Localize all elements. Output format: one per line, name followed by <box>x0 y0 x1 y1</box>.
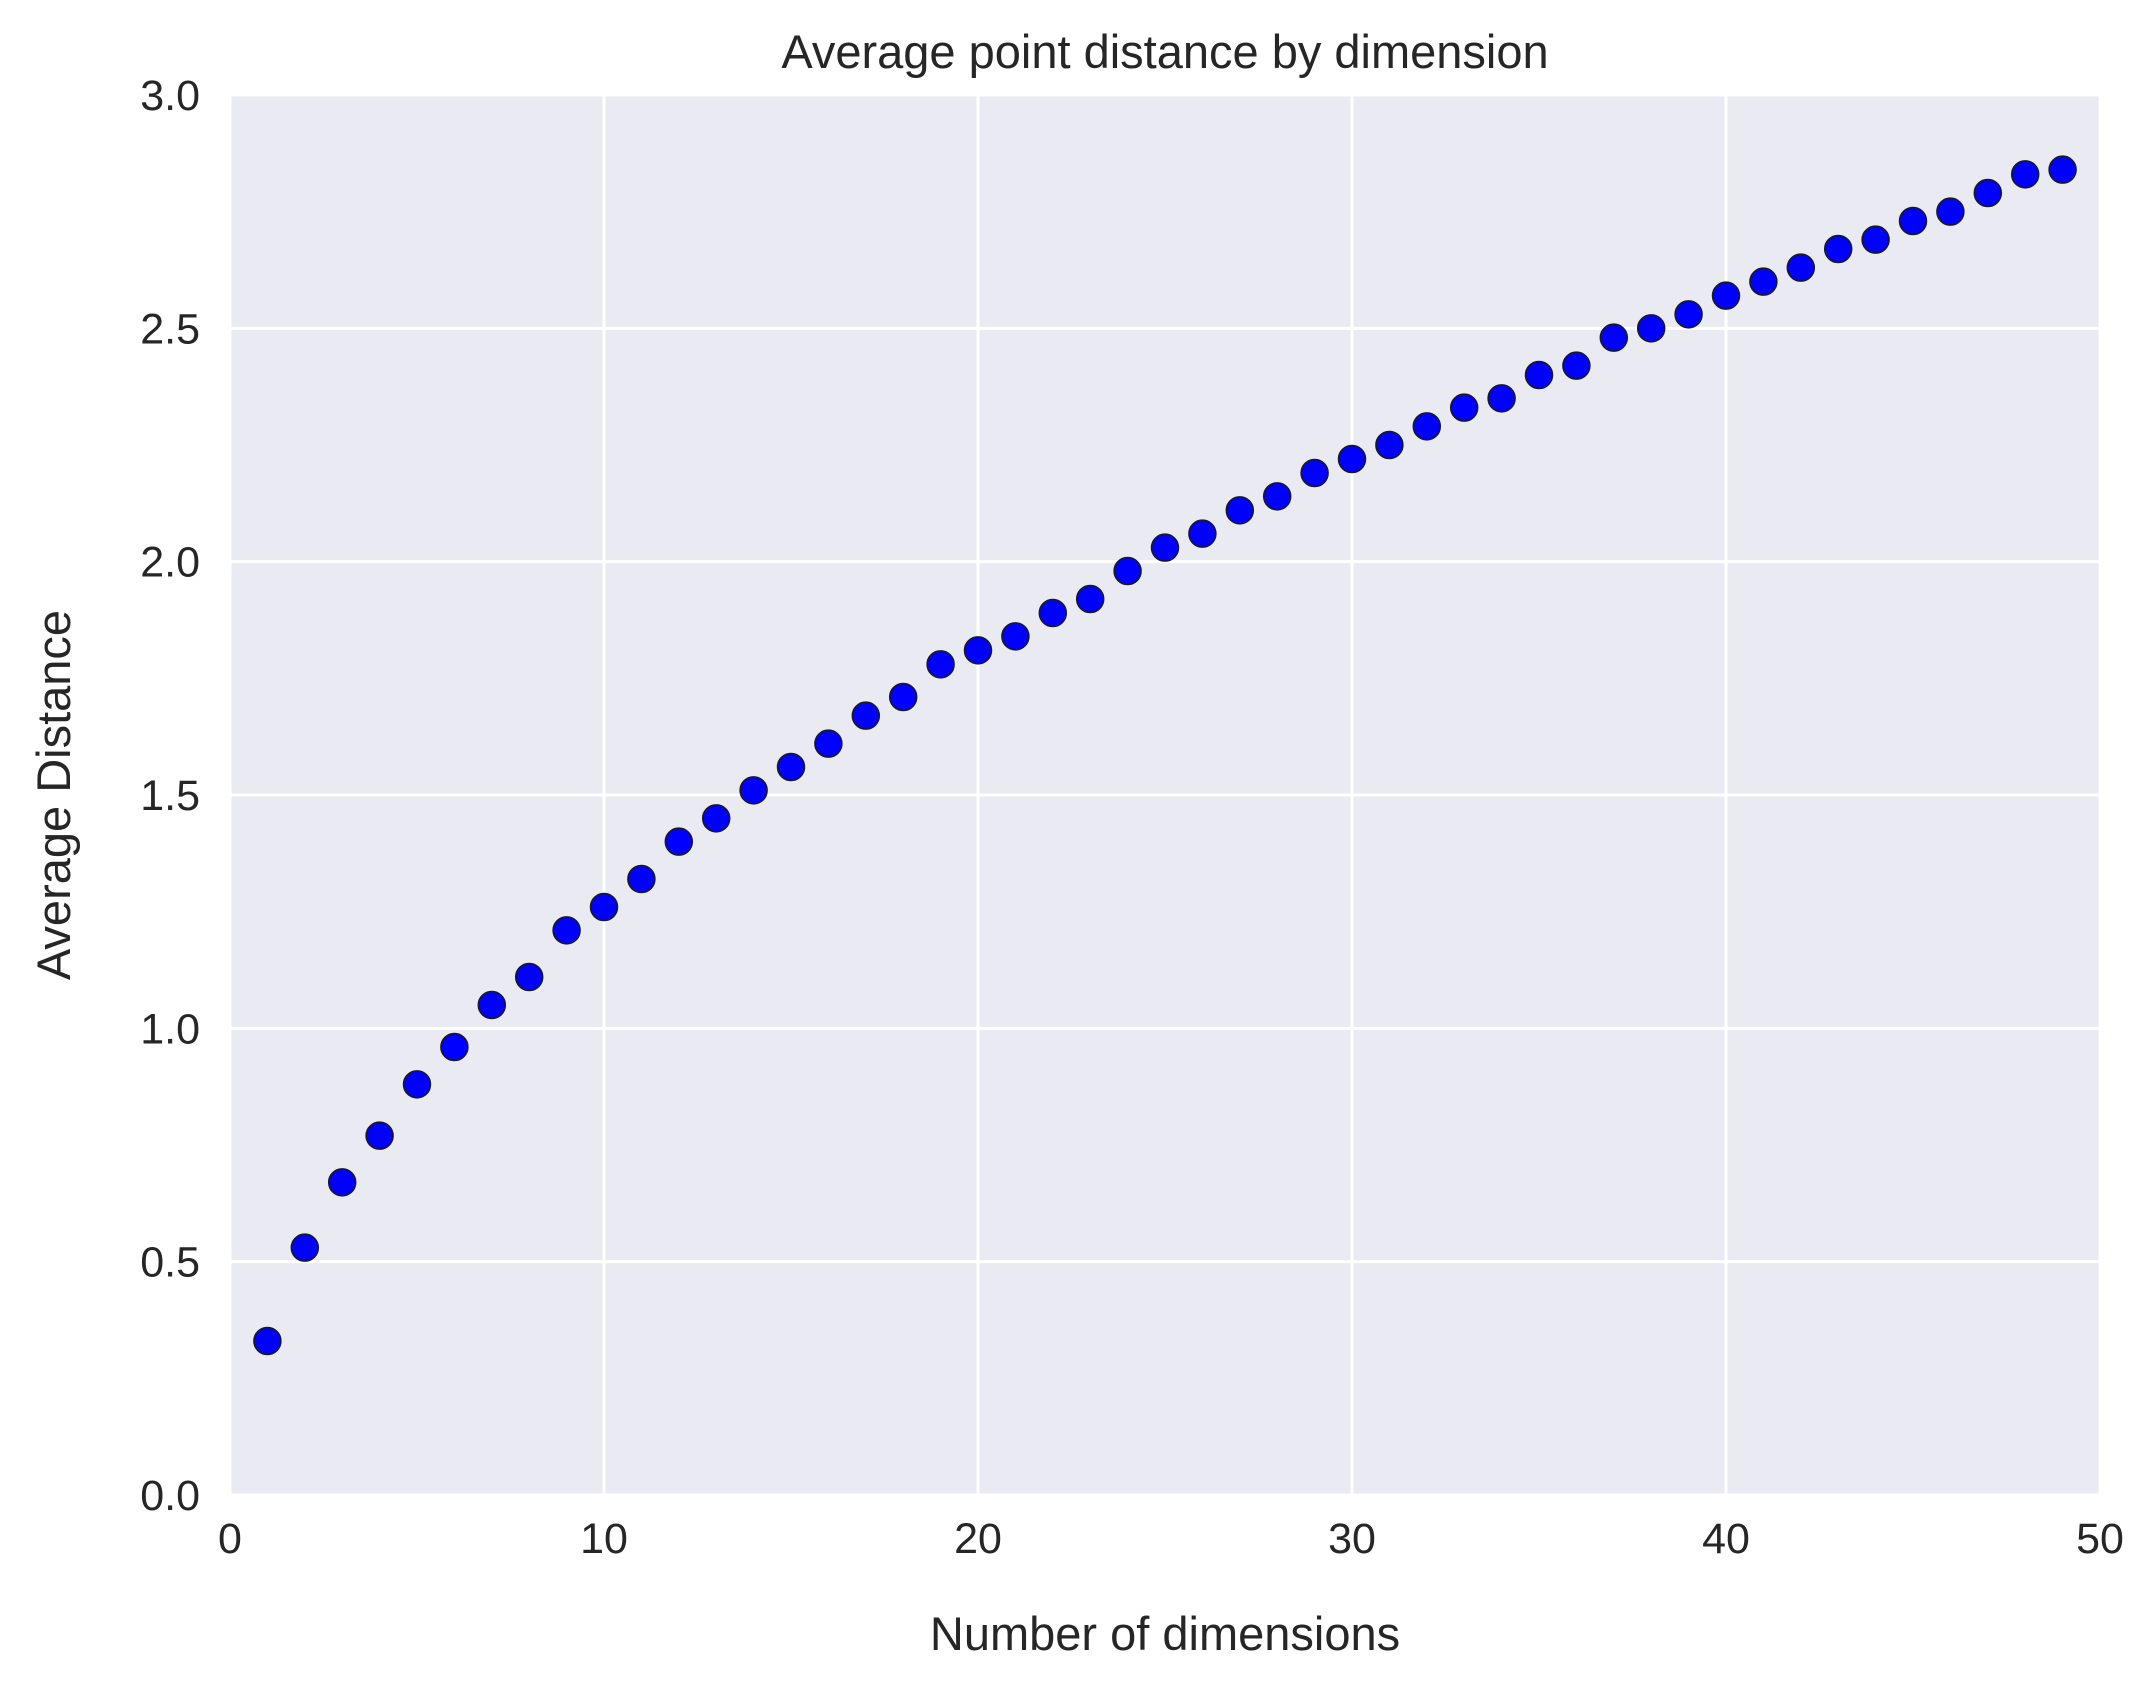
data-point <box>739 776 768 805</box>
data-point <box>365 1121 394 1150</box>
y-tick-label: 3.0 <box>140 72 200 120</box>
data-point <box>888 682 918 712</box>
chart-title: Average point distance by dimension <box>781 25 1548 78</box>
data-point <box>1075 584 1105 614</box>
x-tick-label: 50 <box>2076 1515 2124 1563</box>
y-tick-label: 2.5 <box>140 305 200 353</box>
data-point <box>926 650 955 679</box>
data-point <box>851 701 881 730</box>
y-tick-label: 0.5 <box>140 1239 200 1287</box>
data-point <box>1562 351 1591 380</box>
data-point <box>1001 622 1030 651</box>
data-point <box>1113 556 1142 586</box>
data-point <box>664 827 694 856</box>
y-tick-label: 1.0 <box>140 1005 200 1053</box>
data-point <box>2010 160 2040 189</box>
data-point <box>963 636 993 665</box>
x-tick-label: 0 <box>218 1515 242 1563</box>
y-tick-label: 0.0 <box>140 1472 200 1520</box>
data-point <box>1823 234 1853 264</box>
data-point <box>1150 533 1180 562</box>
data-point <box>477 990 507 1020</box>
data-point <box>1936 197 1965 226</box>
data-point <box>1225 496 1255 525</box>
x-axis-label: Number of dimensions <box>930 1607 1400 1660</box>
y-tick-label: 2.0 <box>140 539 200 587</box>
data-point <box>1262 482 1292 511</box>
data-point <box>1636 314 1666 343</box>
data-points <box>253 155 2077 1356</box>
data-point <box>1786 253 1816 282</box>
data-point <box>1300 458 1329 488</box>
data-point <box>514 962 544 992</box>
data-point <box>776 752 806 782</box>
data-point <box>1449 393 1479 422</box>
y-tick-labels: 0.0 0.5 1.0 1.5 2.0 2.5 3.0 <box>140 72 200 1520</box>
data-point <box>1412 412 1442 441</box>
data-point <box>1337 444 1367 474</box>
data-point <box>1861 225 1890 254</box>
x-tick-label: 40 <box>1702 1515 1750 1563</box>
data-point <box>589 892 619 922</box>
data-point <box>1038 598 1068 628</box>
data-point <box>1524 360 1554 390</box>
data-point <box>327 1168 357 1197</box>
data-point <box>290 1233 320 1262</box>
data-point <box>2048 155 2077 184</box>
data-point <box>1674 300 1703 329</box>
x-tick-labels: 0 10 20 30 40 50 <box>218 1515 2124 1563</box>
data-point <box>1973 178 2003 208</box>
data-point <box>1487 384 1516 413</box>
data-point <box>440 1032 469 1062</box>
data-point <box>1599 323 1629 352</box>
data-point <box>1188 519 1217 548</box>
x-tick-label: 10 <box>580 1515 628 1563</box>
x-tick-label: 20 <box>954 1515 1002 1563</box>
data-point <box>627 864 656 894</box>
data-point <box>814 729 843 758</box>
data-point <box>1898 206 1928 236</box>
y-tick-label: 1.5 <box>140 772 200 820</box>
x-tick-label: 30 <box>1328 1515 1376 1563</box>
data-point <box>1711 281 1741 310</box>
data-point <box>253 1326 282 1356</box>
data-point <box>552 916 581 945</box>
data-point <box>701 804 731 833</box>
data-point <box>1749 267 1778 296</box>
y-axis-label: Average Distance <box>27 610 80 980</box>
data-point <box>402 1070 432 1099</box>
data-point <box>1375 430 1404 460</box>
